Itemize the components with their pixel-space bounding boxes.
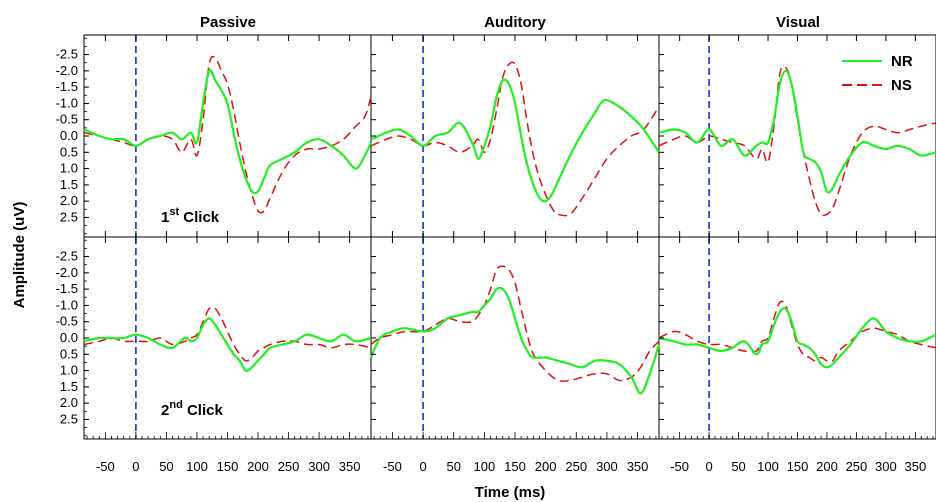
- x-tick-label-c2-2: 50: [731, 459, 745, 474]
- x-tick-label-c0-0: -50: [96, 459, 115, 474]
- y-tick-label-r0-4: -0.5: [56, 112, 78, 127]
- y-tick-label-r1-4: -0.5: [56, 314, 78, 329]
- series-nr-r1-c0: [83, 317, 372, 372]
- x-tick-label-c2-4: 150: [787, 459, 809, 474]
- y-tick-label-r1-0: -2.5: [56, 249, 78, 264]
- y-tick-label-r1-8: 1.5: [60, 379, 78, 394]
- series-ns-r0-c0: [83, 55, 372, 214]
- x-tick-label-c2-3: 100: [757, 459, 779, 474]
- series-nr-r1-c2: [658, 307, 936, 369]
- ticks-layer: [84, 35, 934, 439]
- row-label-second-sup: nd: [169, 399, 182, 411]
- x-tick-label-c1-7: 300: [596, 459, 618, 474]
- x-tick-label-c1-2: 50: [446, 459, 460, 474]
- x-tick-label-c2-5: 200: [816, 459, 838, 474]
- legend-nr-label: NR: [891, 53, 913, 70]
- series-ns-r1-c2: [658, 300, 936, 363]
- labels-layer: -2.5-2.0-1.5-1.0-0.50.00.51.01.52.02.5-2…: [56, 47, 927, 474]
- row-label-second-click: 2nd Click: [161, 399, 223, 419]
- row-label-first-click: 1st Click: [161, 206, 220, 226]
- x-tick-label-c0-2: 50: [159, 459, 173, 474]
- y-tick-label-r1-1: -2.0: [56, 265, 78, 280]
- x-tick-label-c0-5: 200: [247, 459, 269, 474]
- y-tick-label-r1-3: -1.0: [56, 297, 78, 312]
- column-title-passive: Passive: [200, 14, 256, 31]
- y-tick-label-r0-3: -1.0: [56, 95, 78, 110]
- y-axis-title: Amplitude (uV): [11, 202, 28, 309]
- panels-layer: [83, 34, 936, 440]
- y-tick-label-r0-0: -2.5: [56, 47, 78, 62]
- x-tick-label-c0-3: 100: [186, 459, 208, 474]
- y-tick-label-r1-5: 0.0: [60, 330, 78, 345]
- y-tick-label-r0-5: 0.0: [60, 128, 78, 143]
- y-tick-label-r1-2: -1.5: [56, 281, 78, 296]
- y-tick-label-r0-9: 2.0: [60, 193, 78, 208]
- x-tick-label-c2-1: 0: [705, 459, 712, 474]
- row-label-second-main: 2: [161, 402, 169, 419]
- x-tick-label-c1-8: 350: [627, 459, 649, 474]
- x-tick-label-c0-4: 150: [217, 459, 239, 474]
- y-tick-label-r0-6: 0.5: [60, 144, 78, 159]
- panel-frame-r1-c1: [370, 236, 660, 440]
- x-tick-label-c0-6: 250: [278, 459, 300, 474]
- series-ns-r1-c0: [83, 306, 372, 362]
- x-tick-label-c2-8: 350: [905, 459, 927, 474]
- series-nr-r1-c1: [369, 286, 661, 395]
- y-tick-label-r1-9: 2.0: [60, 395, 78, 410]
- row-label-second-tail: Click: [183, 402, 224, 419]
- x-tick-label-c1-1: 0: [419, 459, 426, 474]
- panel-frame-r0-c1: [370, 34, 660, 238]
- panel-frame-r0-c0: [83, 34, 372, 238]
- row-label-first-tail: Click: [179, 209, 220, 226]
- x-tick-label-c2-0: -50: [670, 459, 689, 474]
- panel-frame-r1-c2: [658, 236, 936, 440]
- x-tick-label-c1-5: 200: [535, 459, 557, 474]
- y-tick-label-r0-7: 1.0: [60, 161, 78, 176]
- x-tick-label-c0-8: 350: [339, 459, 361, 474]
- y-tick-label-r0-8: 1.5: [60, 177, 78, 192]
- x-axis-title: Time (ms): [475, 484, 546, 501]
- legend: NR NS: [842, 53, 913, 94]
- series-ns-r1-c1: [370, 265, 660, 382]
- column-title-auditory: Auditory: [484, 14, 546, 31]
- x-tick-label-c2-6: 250: [846, 459, 868, 474]
- y-tick-label-r0-10: 2.5: [60, 209, 78, 224]
- row-label-first-sup: st: [169, 206, 179, 218]
- series-nr-r0-c1: [370, 78, 660, 203]
- legend-ns-label: NS: [891, 77, 912, 94]
- x-tick-label-c1-0: -50: [383, 459, 402, 474]
- row-label-first-main: 1: [161, 209, 169, 226]
- x-tick-label-c1-3: 100: [474, 459, 496, 474]
- y-tick-label-r1-6: 0.5: [60, 346, 78, 361]
- y-tick-label-r0-2: -1.5: [56, 79, 78, 94]
- column-title-visual: Visual: [776, 14, 820, 31]
- y-tick-label-r1-10: 2.5: [60, 411, 78, 426]
- y-tick-label-r0-1: -2.0: [56, 63, 78, 78]
- series-nr-r0-c2: [658, 69, 936, 194]
- series-nr-r0-c0: [83, 68, 373, 195]
- x-tick-label-c1-4: 150: [504, 459, 526, 474]
- x-tick-label-c2-7: 300: [875, 459, 897, 474]
- x-tick-label-c0-7: 300: [308, 459, 330, 474]
- x-tick-label-c1-6: 250: [565, 459, 587, 474]
- y-tick-label-r1-7: 1.0: [60, 363, 78, 378]
- x-tick-label-c0-1: 0: [132, 459, 139, 474]
